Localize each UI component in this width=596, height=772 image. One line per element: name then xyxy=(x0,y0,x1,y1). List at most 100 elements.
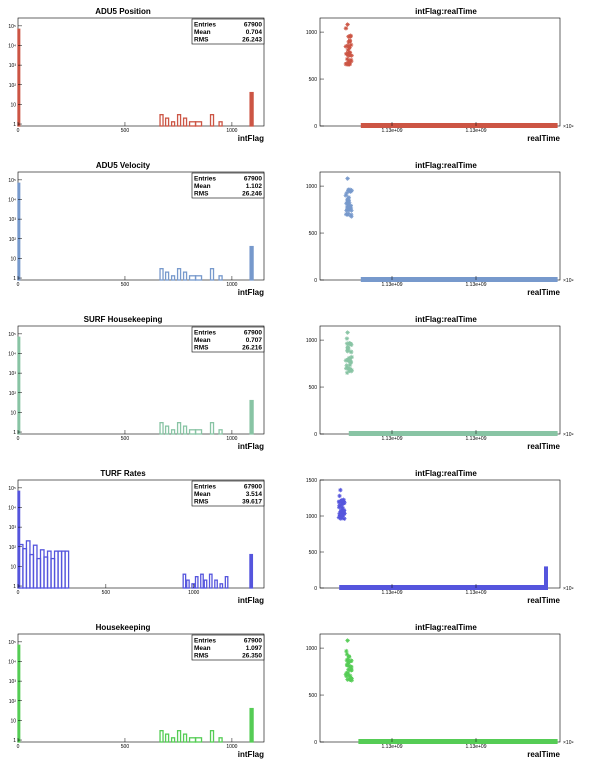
scatter-point xyxy=(344,336,350,341)
y-tick-label: 1000 xyxy=(306,338,317,344)
histogram-bin xyxy=(17,336,21,435)
histogram-bin xyxy=(188,121,197,127)
y-tick-label: 10 xyxy=(10,564,16,570)
histogram-bin xyxy=(194,576,199,589)
scatter-point xyxy=(347,362,353,368)
stats-value-entries: 67900 xyxy=(244,638,262,645)
chart-title: SURF Housekeeping xyxy=(84,315,163,324)
scatter-point xyxy=(349,53,354,58)
y-tick-label: 500 xyxy=(309,385,318,391)
y-tick-label: 0 xyxy=(314,278,317,284)
scatter-point xyxy=(345,670,351,676)
stats-label-rms: RMS xyxy=(194,499,209,506)
stats-value-mean: 0.707 xyxy=(246,337,263,344)
histogram-bin xyxy=(176,730,182,743)
scatter-point xyxy=(347,52,352,58)
y-tick-label: 10 xyxy=(10,718,16,724)
scatter-point xyxy=(347,38,353,43)
x-axis-label: intFlag xyxy=(238,288,264,297)
y-tick-label: 500 xyxy=(309,77,318,83)
y-tick-label: 1 xyxy=(13,584,16,590)
scatter-point xyxy=(336,515,342,520)
chart-title: intFlag:realTime xyxy=(415,469,477,478)
scatter-band xyxy=(360,277,558,282)
x-tick-label: 1.13e+09 xyxy=(382,590,403,596)
stats-label-entries: Entries xyxy=(194,330,216,337)
scatter-point xyxy=(346,667,351,672)
scatter-point xyxy=(345,43,351,48)
y-tick-label: 1 xyxy=(13,276,16,282)
y-tick-label: 1 xyxy=(13,430,16,436)
scatter-point xyxy=(344,370,350,375)
stats-label-rms: RMS xyxy=(194,37,209,44)
x-tick-label: 1.13e+09 xyxy=(382,744,403,750)
y-tick-label: 0 xyxy=(314,586,317,592)
plot-frame xyxy=(319,17,561,127)
scatter-point xyxy=(344,673,349,679)
x-tick-label: 0 xyxy=(17,590,20,596)
histogram-bin xyxy=(208,573,213,589)
x-tick-label: 1000 xyxy=(226,128,237,134)
y-tick-label: 10³ xyxy=(9,217,17,223)
histogram-4: SURF Housekeeping 1 10 10² 10³ 10⁴ 10⁵ 0 500 1000… xyxy=(8,315,265,451)
histogram-bin xyxy=(188,429,197,435)
stats-value-rms: 39.617 xyxy=(242,499,262,506)
scatter-point xyxy=(336,499,342,505)
y-tick-label: 1000 xyxy=(306,514,317,520)
x-exponent: ×10⁹ xyxy=(563,586,574,592)
scatter-point xyxy=(340,505,345,511)
scatter-point xyxy=(349,354,354,360)
scatter-point xyxy=(347,50,353,55)
y-tick-label: 10⁴ xyxy=(8,43,16,49)
stats-value-rms: 26.243 xyxy=(242,37,262,44)
scatter-point xyxy=(338,516,343,521)
x-exponent: ×10⁹ xyxy=(563,740,574,746)
stats-frame xyxy=(191,480,265,507)
y-tick-label: 0 xyxy=(314,432,317,438)
stats-label-entries: Entries xyxy=(194,638,216,645)
histogram-bin xyxy=(182,117,188,127)
histogram-bin xyxy=(170,429,176,435)
y-tick-label: 10 xyxy=(10,410,16,416)
y-tick-label: 1000 xyxy=(306,30,317,36)
stats-label-entries: Entries xyxy=(194,484,216,491)
histogram-bin xyxy=(170,121,176,127)
x-tick-label: 500 xyxy=(121,436,130,442)
x-tick-label: 500 xyxy=(121,128,130,134)
scatter-point xyxy=(349,58,354,64)
scatter-7: intFlag:realTime 0 500 1000 1500 1.13e+09 1.13… xyxy=(306,469,574,605)
x-tick-label: 1000 xyxy=(188,590,199,596)
x-tick-label: 1000 xyxy=(226,282,237,288)
scatter-point xyxy=(348,203,353,208)
x-tick-label: 0 xyxy=(17,744,20,750)
y-tick-label: 10³ xyxy=(9,63,17,69)
x-tick-label: 500 xyxy=(121,282,130,288)
histogram-bin xyxy=(203,579,208,589)
y-tick-label: 1500 xyxy=(306,478,317,484)
scatter-point xyxy=(348,360,353,365)
scatter-point xyxy=(347,341,353,347)
scatter-point xyxy=(347,355,352,361)
y-tick-label: 500 xyxy=(309,550,318,556)
y-tick-label: 10² xyxy=(9,237,17,243)
histogram-bin xyxy=(249,399,254,435)
scatter-point xyxy=(344,662,350,668)
histogram-bin xyxy=(218,275,223,281)
x-tick-label: 0 xyxy=(17,128,20,134)
scatter-point xyxy=(342,516,347,521)
histogram-bin xyxy=(188,737,197,743)
x-axis-label: realTime xyxy=(527,134,560,143)
x-exponent: ×10⁹ xyxy=(563,432,574,438)
stats-box: Entries 67900 Mean 1.102 RMS 26.246 xyxy=(191,172,265,199)
x-tick-label: 1.13e+09 xyxy=(382,128,403,134)
stats-value-mean: 0.704 xyxy=(246,29,263,36)
scatter-point xyxy=(348,675,353,680)
histogram-bin xyxy=(164,271,170,281)
scatter-point xyxy=(344,657,350,663)
y-tick-label: 0 xyxy=(314,740,317,746)
stats-label-mean: Mean xyxy=(194,645,211,652)
scatter-point xyxy=(345,211,351,216)
scatter-band xyxy=(358,739,558,744)
histogram-bin xyxy=(182,271,188,281)
